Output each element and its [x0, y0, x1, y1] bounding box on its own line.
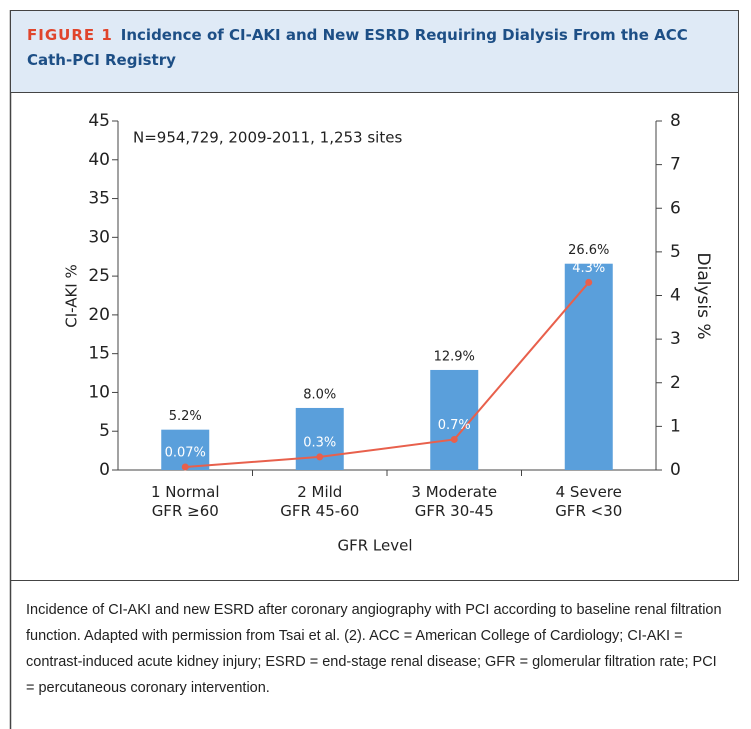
- bar-value-label: 5.2%: [169, 409, 202, 424]
- caption: Incidence of CI-AKI and new ESRD after c…: [26, 602, 722, 696]
- y-tick-label: 25: [88, 266, 110, 286]
- y2-tick-label: 4: [670, 286, 681, 306]
- y-tick-label: 40: [88, 150, 110, 170]
- line-value-label: 0.07%: [165, 445, 206, 460]
- x-tick-label: 4 Severe GFR <30: [555, 483, 623, 520]
- y-tick-label: 5: [99, 421, 110, 441]
- line-value-label: 0.3%: [303, 435, 336, 450]
- line-point: [585, 278, 593, 286]
- figure-header: FIGURE 1 Incidence of CI-AKI and New ESRD…: [11, 11, 738, 92]
- y-tick-label: 0: [99, 460, 110, 480]
- y-tick-label: 45: [88, 111, 110, 131]
- line-value-label: 0.7%: [438, 418, 471, 433]
- x-tick-label: 2 Mild GFR 45-60: [280, 483, 360, 520]
- line-point: [316, 453, 324, 461]
- y2-tick-label: 6: [670, 198, 681, 218]
- y2-tick-label: 8: [670, 111, 681, 131]
- line-value-label: 4.3%: [572, 261, 605, 276]
- y2-tick-label: 5: [670, 242, 681, 262]
- x-tick-label: 3 Moderate GFR 30-45: [411, 483, 498, 520]
- figure-label: FIGURE 1: [27, 26, 113, 44]
- y-tick-label: 20: [88, 305, 110, 325]
- bar-value-label: 26.6%: [568, 243, 609, 258]
- x-tick-label: 1 Normal GFR ≥60: [150, 483, 220, 520]
- bar-value-label: 8.0%: [303, 387, 336, 402]
- y-tick-label: 15: [88, 344, 110, 364]
- figure-title: Incidence of CI-AKI and New ESRD Requiri…: [27, 26, 688, 69]
- y2-tick-label: 1: [670, 416, 681, 436]
- line-point: [181, 463, 189, 471]
- line: [185, 281, 590, 468]
- bar: [161, 429, 210, 470]
- y2-tick-label: 3: [670, 329, 681, 349]
- y-tick-label: 35: [88, 189, 110, 209]
- y2-tick-label: 0: [670, 460, 681, 480]
- y2-tick-label: 7: [670, 155, 681, 175]
- y-tick-label: 10: [88, 382, 110, 402]
- y-tick-label: 30: [88, 227, 110, 247]
- bar: [564, 263, 613, 470]
- bar-value-label: 12.9%: [434, 349, 475, 364]
- y2-axis-title: Dialysis %: [693, 252, 713, 339]
- annotation: N=954,729, 2009-2011, 1,253 sites: [133, 129, 402, 147]
- line-point: [450, 435, 458, 443]
- y-axis-title: CI-AKI %: [63, 264, 81, 328]
- x-axis-title: GFR Level: [337, 537, 412, 555]
- y2-tick-label: 2: [670, 373, 681, 393]
